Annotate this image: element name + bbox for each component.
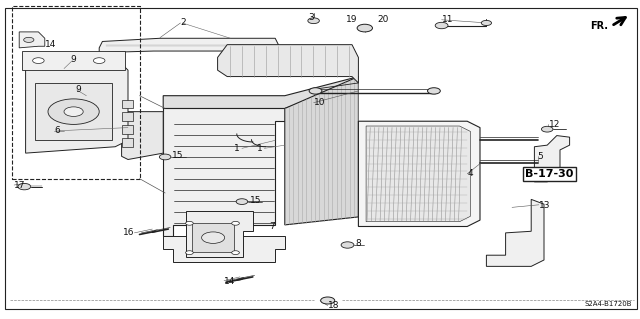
- Circle shape: [24, 37, 34, 42]
- Circle shape: [308, 18, 319, 24]
- Text: FR.: FR.: [590, 21, 608, 31]
- Circle shape: [93, 58, 105, 63]
- Text: 17: 17: [14, 181, 26, 189]
- Text: 14: 14: [45, 40, 56, 48]
- Text: 2: 2: [180, 18, 186, 27]
- Circle shape: [481, 20, 492, 26]
- Circle shape: [33, 58, 44, 63]
- Bar: [122, 100, 133, 108]
- Text: B-17-30: B-17-30: [525, 169, 573, 179]
- Text: 10: 10: [314, 98, 325, 107]
- Circle shape: [309, 88, 322, 94]
- Text: 1: 1: [257, 144, 262, 153]
- Circle shape: [232, 251, 239, 255]
- Circle shape: [236, 199, 248, 204]
- Bar: [122, 125, 133, 134]
- Text: 15: 15: [172, 151, 183, 160]
- Polygon shape: [163, 108, 285, 236]
- Polygon shape: [163, 236, 285, 262]
- Polygon shape: [99, 38, 278, 53]
- Text: 11: 11: [442, 15, 453, 24]
- Circle shape: [48, 99, 99, 124]
- Circle shape: [64, 107, 83, 116]
- Circle shape: [541, 126, 553, 132]
- Text: 8: 8: [355, 239, 361, 248]
- Circle shape: [186, 251, 193, 255]
- Circle shape: [357, 24, 372, 32]
- Text: 9: 9: [76, 85, 81, 94]
- Text: S2A4-B1720B: S2A4-B1720B: [585, 301, 632, 307]
- Text: 15: 15: [250, 197, 261, 205]
- Text: 3: 3: [308, 13, 314, 22]
- Bar: [22, 51, 125, 70]
- Polygon shape: [366, 126, 470, 222]
- Circle shape: [159, 154, 171, 160]
- Circle shape: [232, 221, 239, 225]
- Text: 9: 9: [70, 56, 76, 64]
- Bar: [122, 112, 133, 121]
- Text: 7: 7: [269, 222, 275, 231]
- Polygon shape: [26, 57, 128, 153]
- Polygon shape: [534, 136, 570, 182]
- Circle shape: [321, 297, 335, 304]
- Circle shape: [18, 183, 31, 190]
- Polygon shape: [358, 121, 480, 226]
- Circle shape: [428, 88, 440, 94]
- Polygon shape: [19, 32, 45, 48]
- Polygon shape: [218, 45, 358, 83]
- Polygon shape: [486, 199, 544, 266]
- Polygon shape: [186, 211, 253, 257]
- Circle shape: [186, 221, 193, 225]
- Circle shape: [435, 22, 448, 29]
- Text: 18: 18: [328, 301, 339, 310]
- Text: 14: 14: [224, 277, 236, 286]
- Polygon shape: [122, 112, 163, 160]
- Polygon shape: [163, 77, 358, 108]
- Circle shape: [341, 242, 354, 248]
- Text: 20: 20: [378, 15, 389, 24]
- Text: 1: 1: [234, 144, 240, 153]
- Text: 5: 5: [538, 152, 543, 161]
- Circle shape: [202, 232, 225, 243]
- Text: 6: 6: [54, 126, 60, 135]
- Bar: [12, 6, 140, 179]
- Text: 19: 19: [346, 15, 357, 24]
- Bar: [192, 223, 234, 252]
- Text: 12: 12: [548, 120, 560, 129]
- Bar: [122, 138, 133, 147]
- Text: 13: 13: [539, 201, 550, 210]
- Text: 16: 16: [123, 228, 134, 237]
- Text: 4: 4: [467, 169, 473, 178]
- Bar: [35, 83, 112, 140]
- Polygon shape: [285, 77, 358, 225]
